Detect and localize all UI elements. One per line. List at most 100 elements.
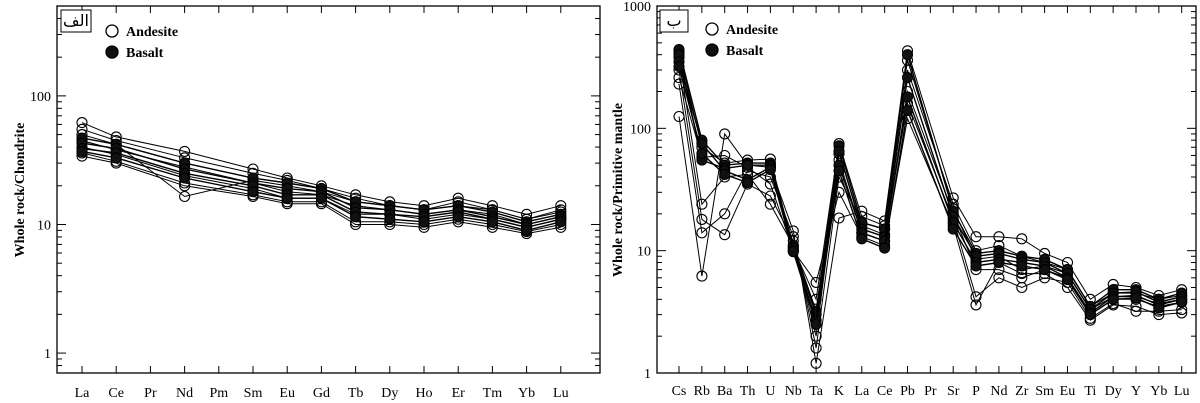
data-point-basalt bbox=[901, 72, 914, 84]
data-point-basalt bbox=[76, 145, 88, 157]
data-point-andesite bbox=[764, 198, 776, 210]
data-point-andesite bbox=[993, 272, 1005, 284]
y-tick-label: 10 bbox=[37, 218, 51, 233]
data-point-basalt bbox=[281, 192, 293, 204]
data-point-andesite bbox=[833, 186, 845, 198]
x-tick-label-ti: Ti bbox=[1084, 384, 1096, 399]
x-tick-label-pr: Pr bbox=[144, 386, 157, 401]
x-tick-label-lu: Lu bbox=[553, 386, 569, 401]
x-tick-label-ho: Ho bbox=[415, 386, 432, 401]
x-tick-label-yb: Yb bbox=[1150, 384, 1167, 399]
x-tick-label-zr: Zr bbox=[1015, 384, 1029, 399]
panel-a-series bbox=[76, 117, 567, 240]
data-point-basalt bbox=[384, 213, 396, 225]
data-point-basalt bbox=[1153, 302, 1165, 314]
data-point-andesite bbox=[179, 145, 191, 157]
x-tick-label-eu: Eu bbox=[279, 386, 295, 401]
data-point-andesite bbox=[719, 128, 731, 140]
data-point-andesite bbox=[810, 342, 822, 354]
panel-b-x-tick-labels: Cs Rb Ba Th U Nb Ta K La Ce Pb Pr Sr P Nd Zr Sm Eu Ti Dy Y Yb… bbox=[672, 384, 1190, 399]
panel-a-legend-andesite-marker bbox=[105, 24, 119, 38]
data-point-basalt bbox=[901, 91, 914, 103]
data-point-basalt bbox=[521, 224, 533, 236]
data-point-basalt bbox=[833, 145, 845, 157]
data-point-basalt bbox=[810, 318, 822, 330]
data-point-basalt bbox=[673, 60, 685, 73]
data-point-basalt bbox=[879, 242, 891, 254]
x-tick-label-nd: Nd bbox=[176, 386, 193, 401]
data-point-basalt bbox=[1039, 264, 1051, 276]
x-tick-label-dy: Dy bbox=[381, 386, 398, 401]
x-tick-label-k: K bbox=[834, 384, 844, 399]
x-tick-label-tb: Tb bbox=[348, 386, 364, 401]
panel-b-legend-basalt-label: Basalt bbox=[726, 44, 764, 59]
data-point-andesite bbox=[696, 213, 708, 225]
data-point-basalt bbox=[555, 216, 567, 228]
data-point-andesite bbox=[719, 208, 731, 220]
panel-a-y-axis-title: Whole rock/Chondrite bbox=[13, 123, 28, 258]
x-tick-label-la: La bbox=[854, 384, 870, 399]
y-tick-label: 1000 bbox=[623, 0, 651, 15]
data-point-andesite bbox=[179, 190, 191, 203]
data-point-basalt bbox=[1016, 260, 1028, 272]
data-point-andesite bbox=[1176, 307, 1188, 319]
data-point-andesite bbox=[696, 198, 708, 210]
panel-a-plot-frame bbox=[56, 5, 601, 374]
panel-b-legend: Andesite Basalt bbox=[705, 22, 778, 59]
panel-b-legend-andesite-marker bbox=[705, 22, 719, 36]
data-point-andesite bbox=[993, 231, 1005, 243]
data-point-andesite bbox=[764, 190, 776, 202]
x-tick-label-pr: Pr bbox=[924, 384, 937, 399]
data-point-basalt bbox=[179, 172, 191, 184]
x-tick-label-th: Th bbox=[740, 384, 756, 399]
x-tick-label-la: La bbox=[75, 386, 91, 401]
x-tick-label-nd: Nd bbox=[990, 384, 1007, 399]
panel-b-legend-basalt-marker bbox=[705, 43, 719, 57]
data-point-basalt bbox=[247, 186, 259, 198]
x-tick-label-dy: Dy bbox=[1105, 384, 1122, 399]
data-point-basalt bbox=[1084, 309, 1096, 321]
y-tick-label: 100 bbox=[30, 90, 51, 105]
panel-b-tag-box bbox=[659, 9, 689, 33]
panel-b-plot-frame bbox=[656, 5, 1197, 374]
data-point-andesite bbox=[673, 110, 685, 123]
panel-a-legend-basalt-marker bbox=[105, 45, 119, 59]
x-tick-label-er: Er bbox=[452, 386, 466, 401]
data-point-andesite bbox=[970, 231, 982, 243]
data-point-basalt bbox=[1176, 296, 1188, 308]
data-point-basalt bbox=[764, 164, 776, 176]
x-tick-label-tm: Tm bbox=[483, 386, 503, 401]
series-line-andesite bbox=[678, 69, 1182, 337]
data-point-andesite bbox=[833, 212, 845, 224]
panel-b-legend-andesite-label: Andesite bbox=[726, 23, 778, 38]
panel-b-tag: ب bbox=[666, 11, 681, 30]
series-line-basalt bbox=[678, 66, 1182, 325]
data-point-andesite bbox=[696, 270, 708, 282]
panel-a-x-tick-labels: La Ce Pr Nd Pm Sm Eu Gd Tb Dy Ho Er Tm Yb Lu bbox=[75, 386, 569, 401]
data-point-andesite bbox=[1016, 281, 1028, 294]
data-point-basalt bbox=[947, 223, 959, 235]
data-point-andesite bbox=[970, 299, 982, 311]
series-line-andesite bbox=[678, 77, 1182, 321]
data-point-basalt bbox=[741, 177, 754, 189]
data-point-basalt bbox=[901, 49, 914, 61]
data-point-basalt bbox=[1107, 293, 1119, 305]
y-tick-label: 100 bbox=[630, 122, 651, 137]
data-point-basalt bbox=[452, 211, 464, 223]
series-line-andesite bbox=[678, 69, 1182, 349]
data-point-basalt bbox=[787, 246, 799, 258]
data-point-basalt bbox=[970, 260, 982, 272]
panel-a-tag-box bbox=[60, 9, 92, 33]
x-tick-label-u: U bbox=[765, 384, 775, 399]
data-point-basalt bbox=[1061, 274, 1074, 286]
series-line-andesite bbox=[81, 122, 561, 215]
x-tick-label-ta: Ta bbox=[809, 384, 824, 399]
panel-b-y-axis-title: Whole rock/Primitive mantle bbox=[611, 103, 626, 277]
data-point-andesite bbox=[719, 229, 731, 241]
x-tick-label-ce: Ce bbox=[108, 386, 124, 401]
y-tick-label: 1 bbox=[44, 347, 51, 362]
data-point-basalt bbox=[901, 104, 914, 117]
x-tick-label-sm: Sm bbox=[244, 386, 263, 401]
data-point-andesite bbox=[696, 227, 708, 239]
x-tick-label-pm: Pm bbox=[209, 386, 228, 401]
